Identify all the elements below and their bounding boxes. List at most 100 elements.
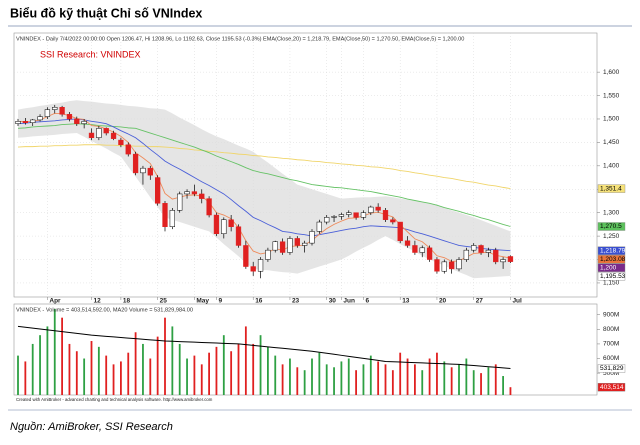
- value-marker: [597, 272, 626, 281]
- candle-body: [88, 132, 95, 138]
- volume-bar: [362, 364, 365, 395]
- volume-bar: [369, 355, 372, 395]
- candle-body: [37, 116, 43, 121]
- volume-bar: [318, 352, 321, 395]
- candle-body: [221, 219, 227, 235]
- volume-bar: [252, 343, 255, 395]
- y-tick-label: 500M: [603, 370, 619, 377]
- candle-body: [338, 214, 345, 217]
- candle-body: [199, 193, 205, 199]
- value-marker: [597, 184, 626, 193]
- volume-bar: [391, 370, 394, 395]
- candle-body: [15, 121, 21, 124]
- candle-body: [449, 261, 455, 270]
- volume-bar: [428, 358, 431, 395]
- y-tick-label: 1,400: [603, 163, 620, 170]
- volume-bar: [509, 387, 512, 395]
- price-header: VNINDEX - Daily 7/4/2022 00:00:00 Open 1…: [16, 36, 464, 42]
- value-marker-label: 1,218.79: [600, 247, 626, 254]
- volume-bar: [311, 358, 313, 395]
- candle-body: [485, 249, 492, 253]
- volume-bar: [222, 335, 225, 395]
- candle-body: [456, 259, 462, 270]
- x-tick-label: 13: [402, 298, 410, 305]
- volume-bar: [443, 361, 446, 395]
- volume-bar: [281, 364, 284, 395]
- candle-body: [324, 217, 330, 223]
- candle-body: [132, 153, 139, 174]
- candle-body: [96, 128, 102, 138]
- x-tick-label: 9: [218, 298, 222, 305]
- value-marker-label: 403,514: [600, 384, 624, 391]
- x-tick-label: 6: [365, 298, 369, 305]
- volume-header: VNINDEX - Volume = 403,514,592.00, MA20 …: [16, 307, 193, 313]
- candle-body: [360, 212, 367, 218]
- value-marker-label: 1,195.53: [600, 273, 626, 280]
- volume-bar: [31, 343, 34, 395]
- candle-body: [22, 121, 29, 123]
- candle-body: [169, 210, 175, 227]
- volume-bar: [458, 364, 460, 395]
- candle-body: [243, 245, 249, 267]
- volume-bar: [494, 364, 497, 395]
- volume-bar: [149, 358, 152, 395]
- volume-bar: [347, 358, 350, 395]
- page-title: Biểu đồ kỹ thuật Chỉ số VNIndex: [10, 6, 202, 20]
- value-marker: [597, 364, 626, 373]
- candle-body: [397, 221, 403, 242]
- volume-bar: [377, 361, 380, 395]
- candle-body: [346, 212, 352, 215]
- y-tick-label: 900M: [603, 311, 619, 318]
- volume-bar: [399, 352, 402, 395]
- volume-bar: [53, 308, 56, 395]
- volume-bar: [436, 352, 438, 395]
- candle-body: [44, 109, 51, 117]
- volume-bar: [193, 355, 196, 395]
- candle-body: [302, 242, 308, 246]
- volume-bar: [274, 355, 277, 395]
- candle-body: [228, 219, 234, 227]
- volume-bar: [39, 335, 41, 395]
- x-tick-label: 25: [160, 298, 168, 305]
- candle-body: [471, 245, 477, 251]
- candle-body: [272, 241, 278, 251]
- credit: Created with AmiBroker - advanced charti…: [16, 397, 213, 402]
- x-tick-label: Apr: [49, 298, 61, 305]
- candle-body: [419, 247, 425, 253]
- indicator-line: [17, 112, 511, 262]
- candle-body: [191, 191, 198, 195]
- volume-bar: [450, 367, 453, 395]
- volume-bar: [127, 352, 130, 395]
- ma-line: [17, 325, 511, 369]
- candle-body: [507, 256, 514, 262]
- candle-body: [287, 238, 293, 253]
- volume-bar: [90, 341, 93, 395]
- candle-body: [382, 210, 389, 220]
- candle-body: [331, 216, 337, 218]
- volume-bar: [46, 326, 49, 395]
- volume-bar: [230, 351, 233, 395]
- candle-body: [52, 107, 58, 110]
- y-tick-label: 800M: [603, 326, 619, 333]
- y-tick-label: 1,250: [603, 233, 620, 240]
- value-marker: [597, 222, 626, 231]
- volume-bar: [465, 358, 468, 395]
- y-tick-label: 700M: [603, 341, 619, 348]
- candle-body: [265, 249, 271, 260]
- volume-bar: [208, 352, 210, 395]
- volume-bar: [355, 370, 357, 395]
- volume-bar: [17, 355, 19, 395]
- candle-body: [463, 249, 470, 260]
- volume-bar: [340, 361, 343, 395]
- candle-body: [81, 121, 87, 124]
- y-tick-label: 1,450: [603, 139, 620, 146]
- candle-body: [103, 128, 109, 134]
- volume-bar: [259, 335, 262, 395]
- volume-bar: [384, 364, 387, 395]
- candle-body: [184, 191, 190, 195]
- x-tick-label: 16: [255, 298, 263, 305]
- value-marker-label: 1,270.5: [600, 223, 622, 230]
- candle-body: [257, 259, 264, 272]
- y-tick-label: 1,550: [603, 92, 620, 99]
- y-tick-label: 600M: [603, 355, 619, 362]
